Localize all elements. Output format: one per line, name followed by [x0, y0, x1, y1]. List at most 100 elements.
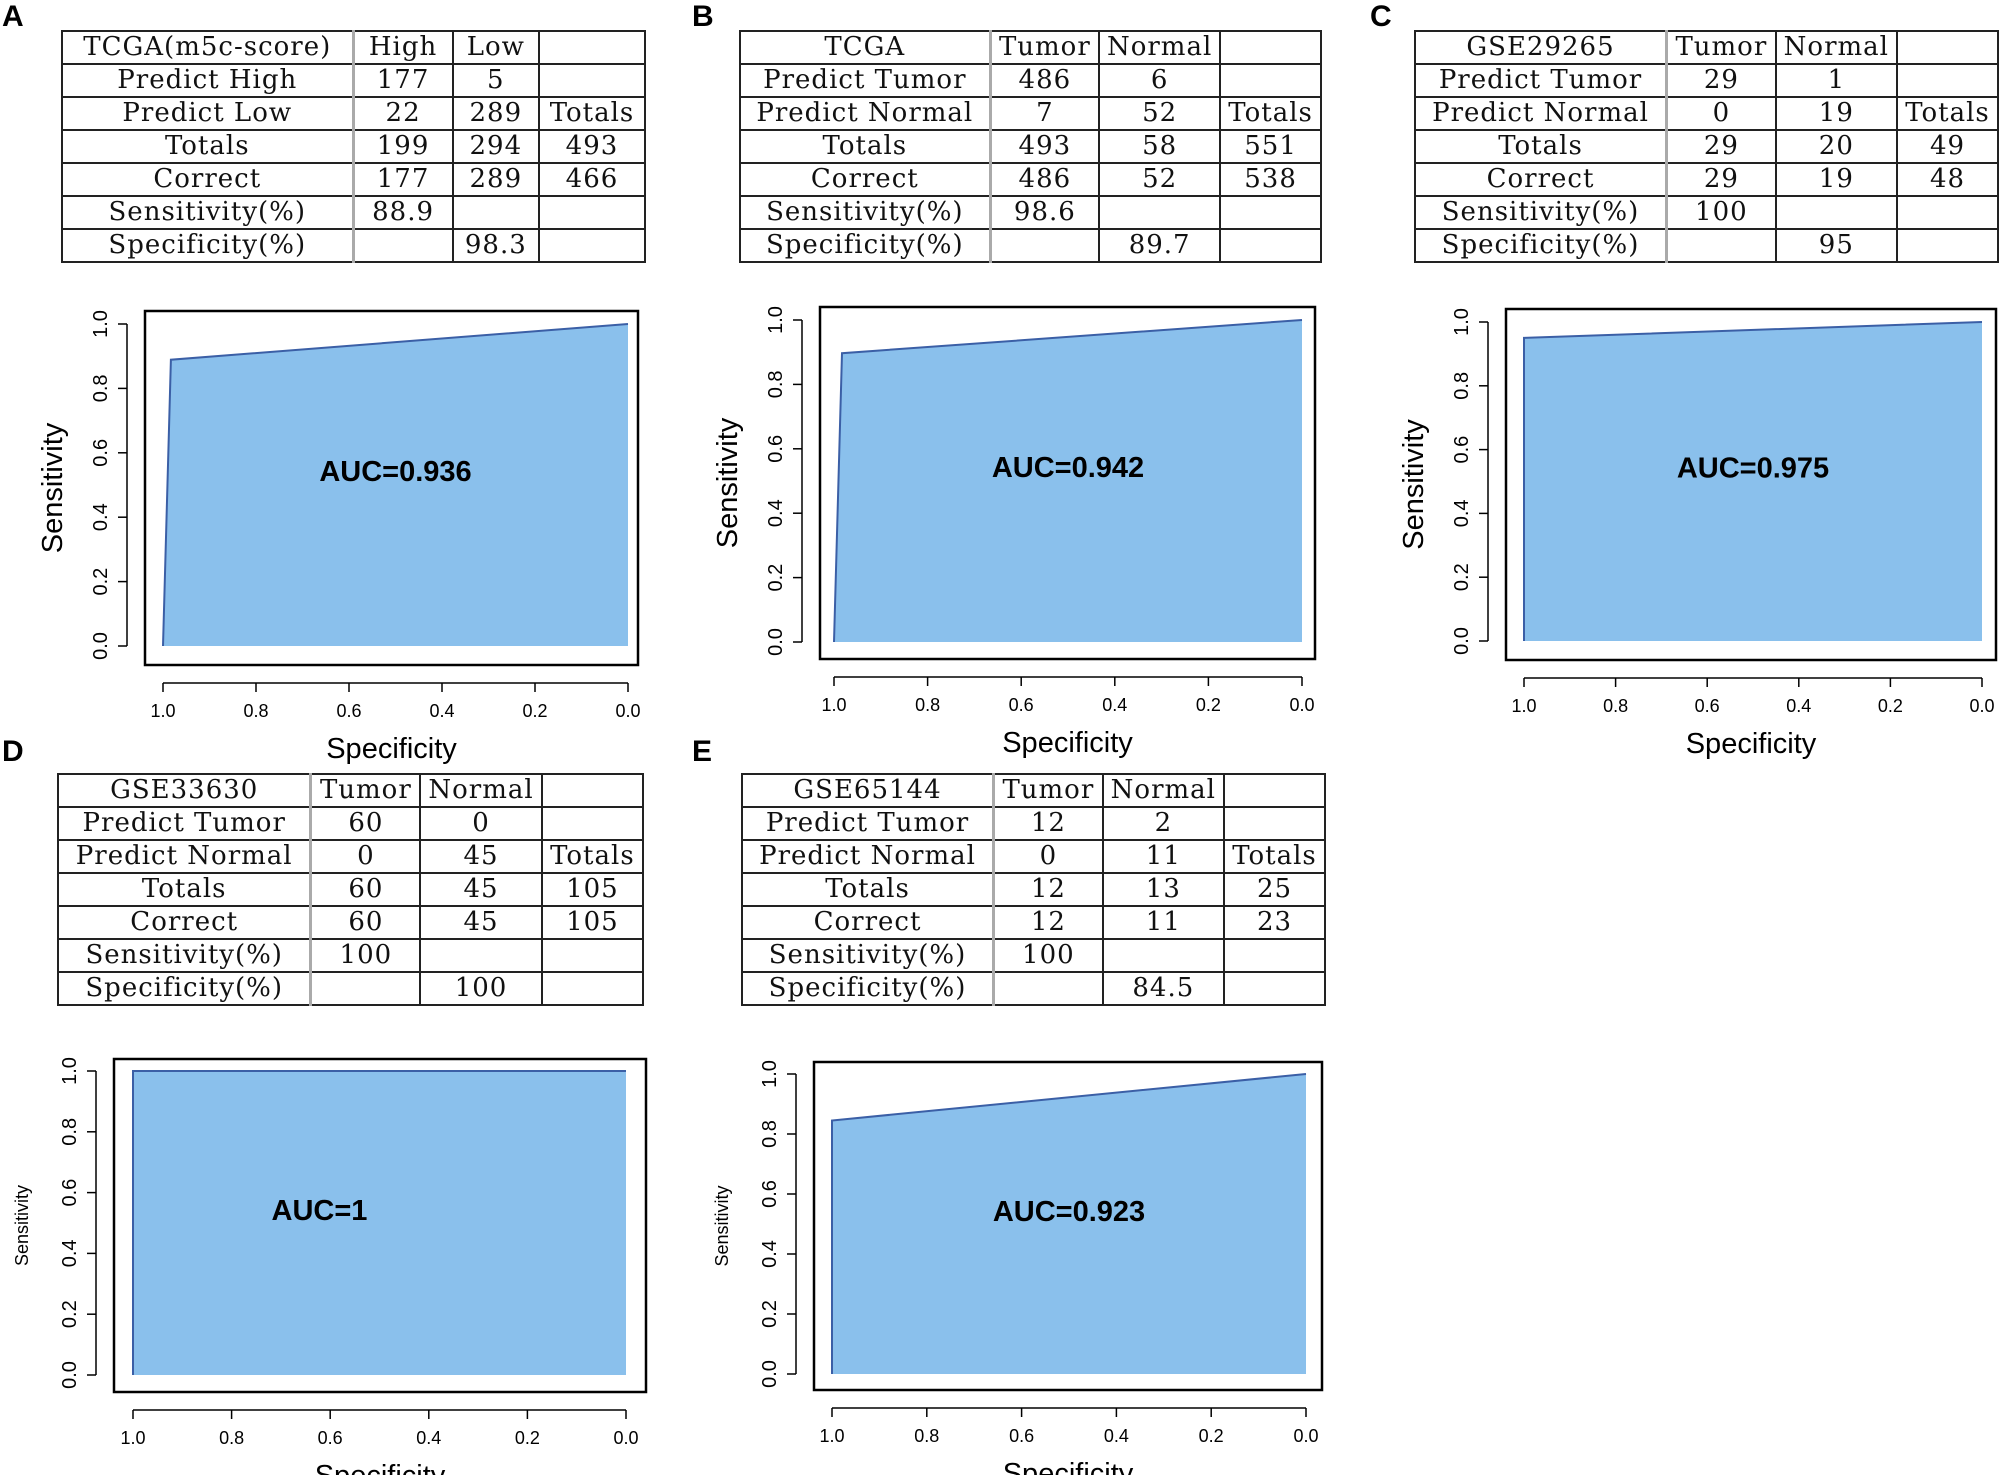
y-axis-title: Sensitivity: [12, 1185, 32, 1266]
table-cell: 289: [451, 96, 540, 131]
y-axis-title: Sensitivity: [37, 422, 69, 553]
table-header-cell: [1222, 773, 1327, 808]
table-cell: 177: [352, 162, 454, 197]
table-row-label: Sensitivity(%): [738, 195, 992, 230]
x-tick-label: 0.0: [1293, 1426, 1318, 1446]
x-tick-label: 0.4: [1786, 696, 1811, 716]
table-cell: 58: [1098, 129, 1222, 164]
table-row: Specificity(%) 89.7: [738, 228, 1322, 263]
x-tick-label: 0.2: [1199, 1426, 1224, 1446]
table-row-label: Totals: [741, 872, 996, 907]
y-tick-label: 0.4: [59, 1239, 81, 1267]
x-tick-label: 0.4: [1104, 1426, 1129, 1446]
table-cell: 493: [537, 129, 647, 164]
table-cell: [1895, 195, 2000, 230]
y-tick-label: 0.6: [1451, 436, 1473, 464]
table-header-cell: GSE65144: [741, 773, 996, 808]
table-cell: 13: [1101, 872, 1225, 907]
y-tick-label: 0.4: [90, 503, 112, 531]
table-row: Correct 60 45 105: [57, 905, 645, 940]
table-header-row: TCGA Tumor Normal: [738, 30, 1322, 65]
table-cell: [540, 938, 645, 973]
table-row-label: Specificity(%): [738, 228, 992, 263]
y-tick-label: 0.6: [59, 1179, 81, 1207]
panel-letter-e: E: [692, 735, 713, 768]
table-cell: 5: [451, 63, 540, 98]
roc-curve: [831, 1073, 1307, 1374]
table-cell: 7: [989, 96, 1101, 131]
table-cell: 45: [419, 872, 543, 907]
table-row-label: Predict Normal: [738, 96, 992, 131]
auc-annotation: AUC=1: [272, 1195, 368, 1227]
roc-area: [163, 324, 628, 646]
table-row-label: Predict Tumor: [1414, 63, 1669, 98]
y-axis-title: Sensitivity: [1398, 419, 1430, 550]
x-tick-label: 0.0: [1289, 695, 1314, 715]
auc-annotation: AUC=0.942: [992, 452, 1144, 484]
table-header-row: TCGA(m5c-score) High Low: [60, 30, 647, 65]
x-tick-label: 0.2: [522, 701, 547, 721]
y-axis-title: Sensitivity: [712, 417, 744, 548]
contingency-table-b: TCGA Tumor Normal Predict Tumor 486 6 Predict …: [738, 30, 1322, 263]
table-cell: 25: [1222, 872, 1327, 907]
table-row: Totals 12 13 25: [741, 872, 1327, 907]
table-cell: 88.9: [352, 195, 454, 230]
table-header-cell: Normal: [1774, 30, 1898, 65]
roc-chart-d: 1.0 0.8 0.6 0.4 0.2 0.0 0.0 0.2 0.4 0.6 0.8 1.0 Spec…: [12, 1057, 648, 1475]
table-row: Predict Tumor 486 6: [738, 63, 1322, 98]
table-cell: Totals: [1895, 96, 2000, 131]
table-header-cell: Low: [451, 30, 540, 65]
table-cell: [1222, 938, 1327, 973]
y-tick-label: 0.4: [759, 1240, 781, 1268]
contingency-table-d: GSE33630 Tumor Normal Predict Tumor 60 0 Predi…: [57, 773, 645, 1006]
table-cell: [1101, 938, 1225, 973]
table-row-label: Totals: [60, 129, 355, 164]
auc-annotation: AUC=0.975: [1677, 453, 1829, 485]
plot-frame: [818, 305, 1317, 661]
table-cell: 11: [1101, 839, 1225, 874]
x-tick-label: 0.6: [1695, 696, 1720, 716]
table-row: Specificity(%) 95: [1414, 228, 2000, 263]
roc-chart-c: 1.0 0.8 0.6 0.4 0.2 0.0 0.0 0.2 0.4 0.6 0.8 1.0 Spec…: [1398, 307, 1998, 760]
table-row: Totals 493 58 551: [738, 129, 1322, 164]
table-cell: 105: [540, 905, 645, 940]
table-row: Predict Normal 0 11 Totals: [741, 839, 1327, 874]
table-header-cell: GSE33630: [57, 773, 313, 808]
table-cell: 29: [1665, 162, 1777, 197]
x-tick-label: 0.0: [1969, 696, 1994, 716]
table-row: Predict Tumor 29 1: [1414, 63, 2000, 98]
table-cell: 486: [989, 162, 1101, 197]
table-cell: 23: [1222, 905, 1327, 940]
table-row: Predict Low 22 289 Totals: [60, 96, 647, 131]
table-row: Correct 486 52 538: [738, 162, 1322, 197]
table-cell: 89.7: [1098, 228, 1222, 263]
table-cell: 100: [419, 971, 543, 1006]
table-cell: 1: [1774, 63, 1898, 98]
table-row: Specificity(%) 98.3: [60, 228, 647, 263]
table-cell: [1219, 195, 1322, 230]
y-tick-label: 0.4: [765, 499, 787, 527]
table-cell: 60: [309, 905, 422, 940]
table-cell: Totals: [540, 839, 645, 874]
table-header-cell: [1895, 30, 2000, 65]
y-tick-label: 0.2: [59, 1300, 81, 1328]
table-cell: 466: [537, 162, 647, 197]
table-row: Sensitivity(%) 100: [57, 938, 645, 973]
table-row-label: Predict Low: [60, 96, 355, 131]
table-cell: [1222, 806, 1327, 841]
table-cell: [1219, 228, 1322, 263]
table-cell: 0: [309, 839, 422, 874]
x-tick-label: 0.8: [1603, 696, 1628, 716]
y-tick-label: 0.8: [765, 370, 787, 398]
table-cell: 84.5: [1101, 971, 1225, 1006]
y-tick-label: 0.2: [759, 1300, 781, 1328]
y-tick-label: 0.0: [59, 1361, 81, 1389]
table-row-label: Totals: [738, 129, 992, 164]
table-header-cell: GSE29265: [1414, 30, 1669, 65]
table-cell: 12: [992, 905, 1104, 940]
table-header-cell: Tumor: [1665, 30, 1777, 65]
table-cell: 12: [992, 872, 1104, 907]
x-tick-label: 1.0: [821, 695, 846, 715]
table-cell: 11: [1101, 905, 1225, 940]
x-tick-label: 0.2: [1196, 695, 1221, 715]
